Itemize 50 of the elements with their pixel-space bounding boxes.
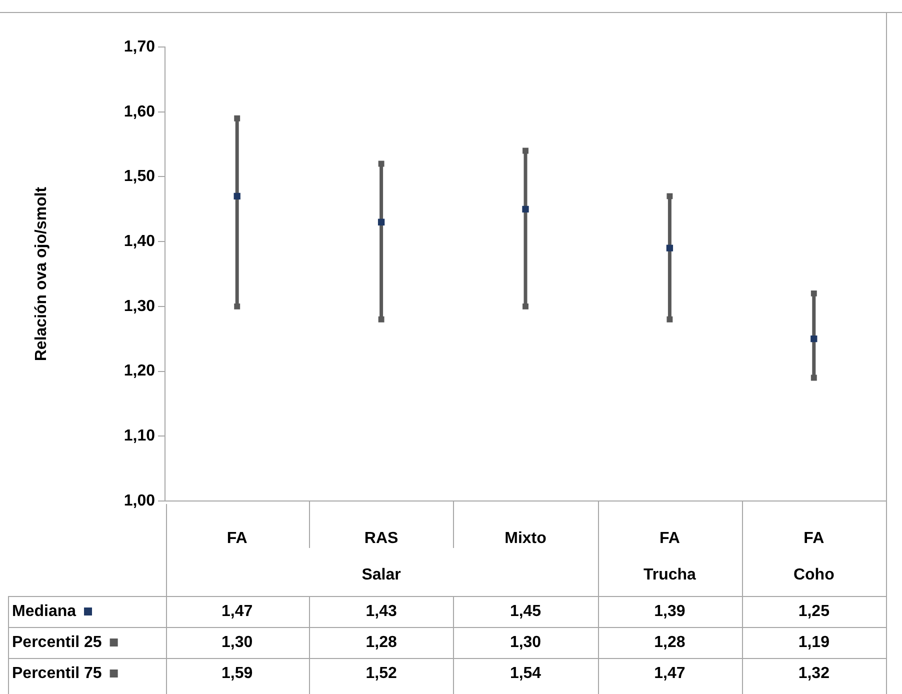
point	[522, 148, 528, 154]
y-tick-label: 1,00	[124, 492, 156, 510]
point	[234, 192, 240, 200]
y-tick-label: 1,10	[124, 428, 156, 445]
data-label: 1,30	[222, 634, 253, 651]
legend-label: Percentil 25	[12, 634, 102, 651]
data-label: 1,30	[510, 634, 542, 651]
x-tick-label: FA	[659, 530, 680, 548]
point	[666, 193, 673, 200]
data-label: 1,52	[366, 664, 397, 682]
point	[378, 218, 385, 226]
legend-label: Mediana	[12, 602, 76, 620]
data-label: 1,28	[654, 634, 686, 651]
data-label: 1,54	[510, 664, 542, 682]
legend-label: Percentil 75	[12, 664, 102, 682]
x-tick-label: FA	[226, 530, 248, 548]
data-label: 1,39	[654, 602, 686, 620]
data-label: 1,32	[798, 664, 830, 682]
point	[810, 290, 817, 296]
y-tick-label: 1,40	[124, 232, 156, 250]
y-tick-label: 1,50	[124, 168, 156, 186]
data-label: 1,43	[366, 602, 397, 620]
y-axis-title: Relación ova ojo/smolt	[33, 186, 50, 362]
point	[378, 316, 384, 322]
y-tick-label: 1,20	[124, 362, 156, 380]
point	[666, 244, 674, 252]
data-label: 1,19	[798, 634, 830, 651]
data-label: 1,59	[222, 664, 253, 682]
point	[810, 374, 817, 381]
text: Trucha	[643, 566, 696, 584]
x-tick-label: FA	[804, 530, 825, 548]
text: Coho	[793, 566, 835, 584]
point	[522, 206, 529, 212]
y-tick-label: 1,70	[124, 38, 156, 56]
data-label: 1,25	[798, 602, 830, 620]
point	[666, 316, 673, 322]
point	[522, 303, 528, 310]
x-tick-label: Mixto	[504, 530, 547, 548]
point	[810, 336, 818, 342]
point	[234, 115, 240, 122]
data-label: 1,47	[654, 664, 686, 682]
y-tick-label: 1,30	[124, 298, 156, 315]
x-tick-label: RAS	[364, 530, 399, 548]
data-label: 1,28	[366, 634, 397, 651]
text: Salar	[362, 566, 401, 584]
y-tick-label: 1,60	[124, 103, 156, 120]
data-label: 1,45	[510, 602, 542, 620]
point	[234, 303, 240, 310]
data-label: 1,47	[222, 602, 253, 620]
point	[378, 160, 384, 167]
